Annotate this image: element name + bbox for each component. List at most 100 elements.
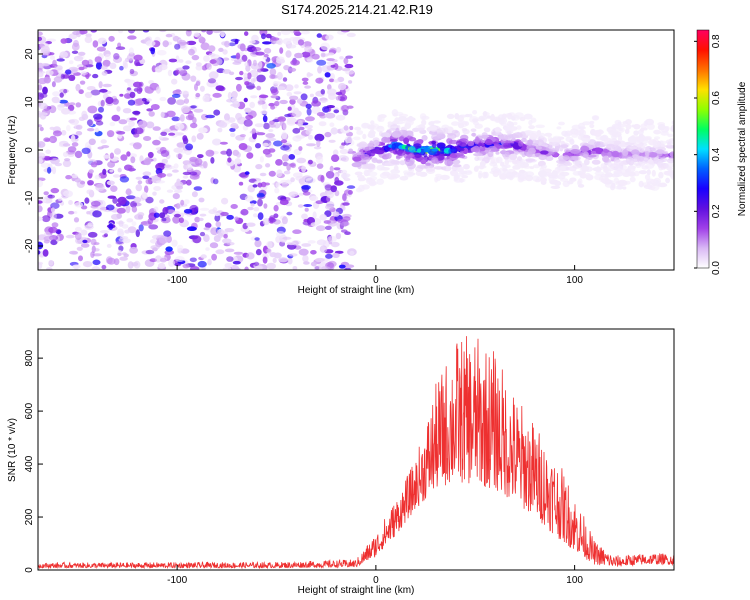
heatmap-cell <box>305 129 312 135</box>
heatmap-cell <box>107 161 115 168</box>
heatmap-cell <box>438 153 445 161</box>
heatmap-cell <box>325 34 334 41</box>
heatmap-cell <box>215 85 225 91</box>
heatmap-cell <box>307 159 313 165</box>
heatmap-cell <box>431 140 437 145</box>
heatmap-cell <box>305 103 312 109</box>
heatmap-cell <box>142 175 150 180</box>
heatmap-cell <box>160 150 170 157</box>
heatmap-cell <box>239 70 244 76</box>
heatmap-cell <box>629 160 635 165</box>
heatmap-cell <box>43 76 51 84</box>
heatmap-cell <box>435 173 442 177</box>
heatmap-cell <box>316 59 327 66</box>
heatmap-cell <box>470 128 477 132</box>
heatmap-cell <box>525 158 536 162</box>
heatmap-cell <box>352 156 362 162</box>
heatmap-cell <box>38 141 46 148</box>
heatmap-cell <box>340 30 350 33</box>
heatmap-cell <box>447 133 457 140</box>
heatmap-cell <box>247 72 252 80</box>
heatmap-cell <box>171 239 178 247</box>
heatmap-cell <box>281 154 290 162</box>
heatmap-cell <box>274 187 280 194</box>
heatmap-cell <box>454 113 460 120</box>
heatmap-cell <box>183 98 190 104</box>
heatmap-cell <box>110 213 121 220</box>
heatmap-cell <box>436 131 446 139</box>
heatmap-cell <box>202 94 210 103</box>
heatmap-cell <box>249 69 259 78</box>
heatmap-cell <box>162 207 169 215</box>
snr-panel: -100 0 100 0 200 400 600 800 Height of straigh… <box>7 328 675 596</box>
heatmap-cell <box>306 143 316 147</box>
heatmap-cell <box>339 56 344 60</box>
heatmap-cell <box>175 203 181 210</box>
heatmap-cell <box>490 157 500 164</box>
heatmap-cell <box>330 241 340 248</box>
heatmap-cell <box>90 200 101 207</box>
heatmap-cell <box>113 53 120 60</box>
heatmap-cell <box>199 85 205 92</box>
heatmap-cell <box>159 199 165 204</box>
heatmap-cell <box>240 208 249 216</box>
heatmap-cell <box>589 123 595 129</box>
heatmap-cell <box>421 135 428 141</box>
heatmap-cell <box>324 72 331 78</box>
heatmap-cell <box>162 40 169 48</box>
heatmap-cell <box>99 230 110 234</box>
heatmap-cell <box>182 263 190 269</box>
heatmap-cell <box>230 132 236 138</box>
heatmap-cell <box>303 261 310 265</box>
heatmap-cell <box>343 177 351 182</box>
heatmap-cell <box>95 120 104 126</box>
heatmap-cell <box>194 158 203 166</box>
heatmap-cell <box>200 42 210 51</box>
heatmap-cell <box>246 152 254 159</box>
heatmap-cell <box>369 140 374 146</box>
heatmap-cell <box>318 97 329 103</box>
y-tick-label: 0 <box>24 567 35 573</box>
snr-x-ticks: -100 0 100 <box>167 565 583 586</box>
heatmap-cell <box>449 170 457 175</box>
heatmap-cell <box>269 120 275 125</box>
heatmap-cell <box>343 125 349 131</box>
heatmap-cell <box>180 199 185 206</box>
heatmap-cell <box>667 133 674 138</box>
heatmap-cell <box>380 132 390 138</box>
heatmap-cell <box>399 160 406 166</box>
heatmap-cell <box>109 121 116 127</box>
heatmap-cell <box>646 169 651 176</box>
heatmap-y-label: Frequency (Hz) <box>7 116 18 185</box>
heatmap-cell <box>256 85 262 91</box>
heatmap-cell <box>78 66 85 71</box>
heatmap-cell <box>399 136 405 142</box>
heatmap-cell <box>666 142 672 147</box>
heatmap-cell <box>275 159 283 166</box>
heatmap-cell <box>320 42 330 51</box>
heatmap-cell <box>122 108 132 114</box>
heatmap-cell <box>287 106 292 111</box>
heatmap-cell <box>623 180 631 185</box>
heatmap-cell <box>227 91 232 100</box>
colorbar-tick-label: 0.4 <box>711 147 722 161</box>
heatmap-cell <box>174 213 181 218</box>
heatmap-cell <box>467 140 475 147</box>
heatmap-cell <box>296 98 303 104</box>
heatmap-cell <box>68 66 79 72</box>
heatmap-cell <box>602 155 609 163</box>
heatmap-cell <box>168 132 176 136</box>
heatmap-cell <box>639 133 644 138</box>
heatmap-cell <box>220 31 225 38</box>
heatmap-cell <box>607 162 613 167</box>
heatmap-cell <box>84 36 93 44</box>
heatmap-cell <box>431 148 439 152</box>
heatmap-cell <box>299 181 309 187</box>
heatmap-cell <box>261 102 268 110</box>
heatmap-cell <box>195 92 201 98</box>
heatmap-cell <box>265 163 271 168</box>
snr-plot-area <box>38 329 674 570</box>
heatmap-cell <box>357 174 365 179</box>
heatmap-cell <box>659 157 668 163</box>
heatmap-cell <box>226 148 233 157</box>
